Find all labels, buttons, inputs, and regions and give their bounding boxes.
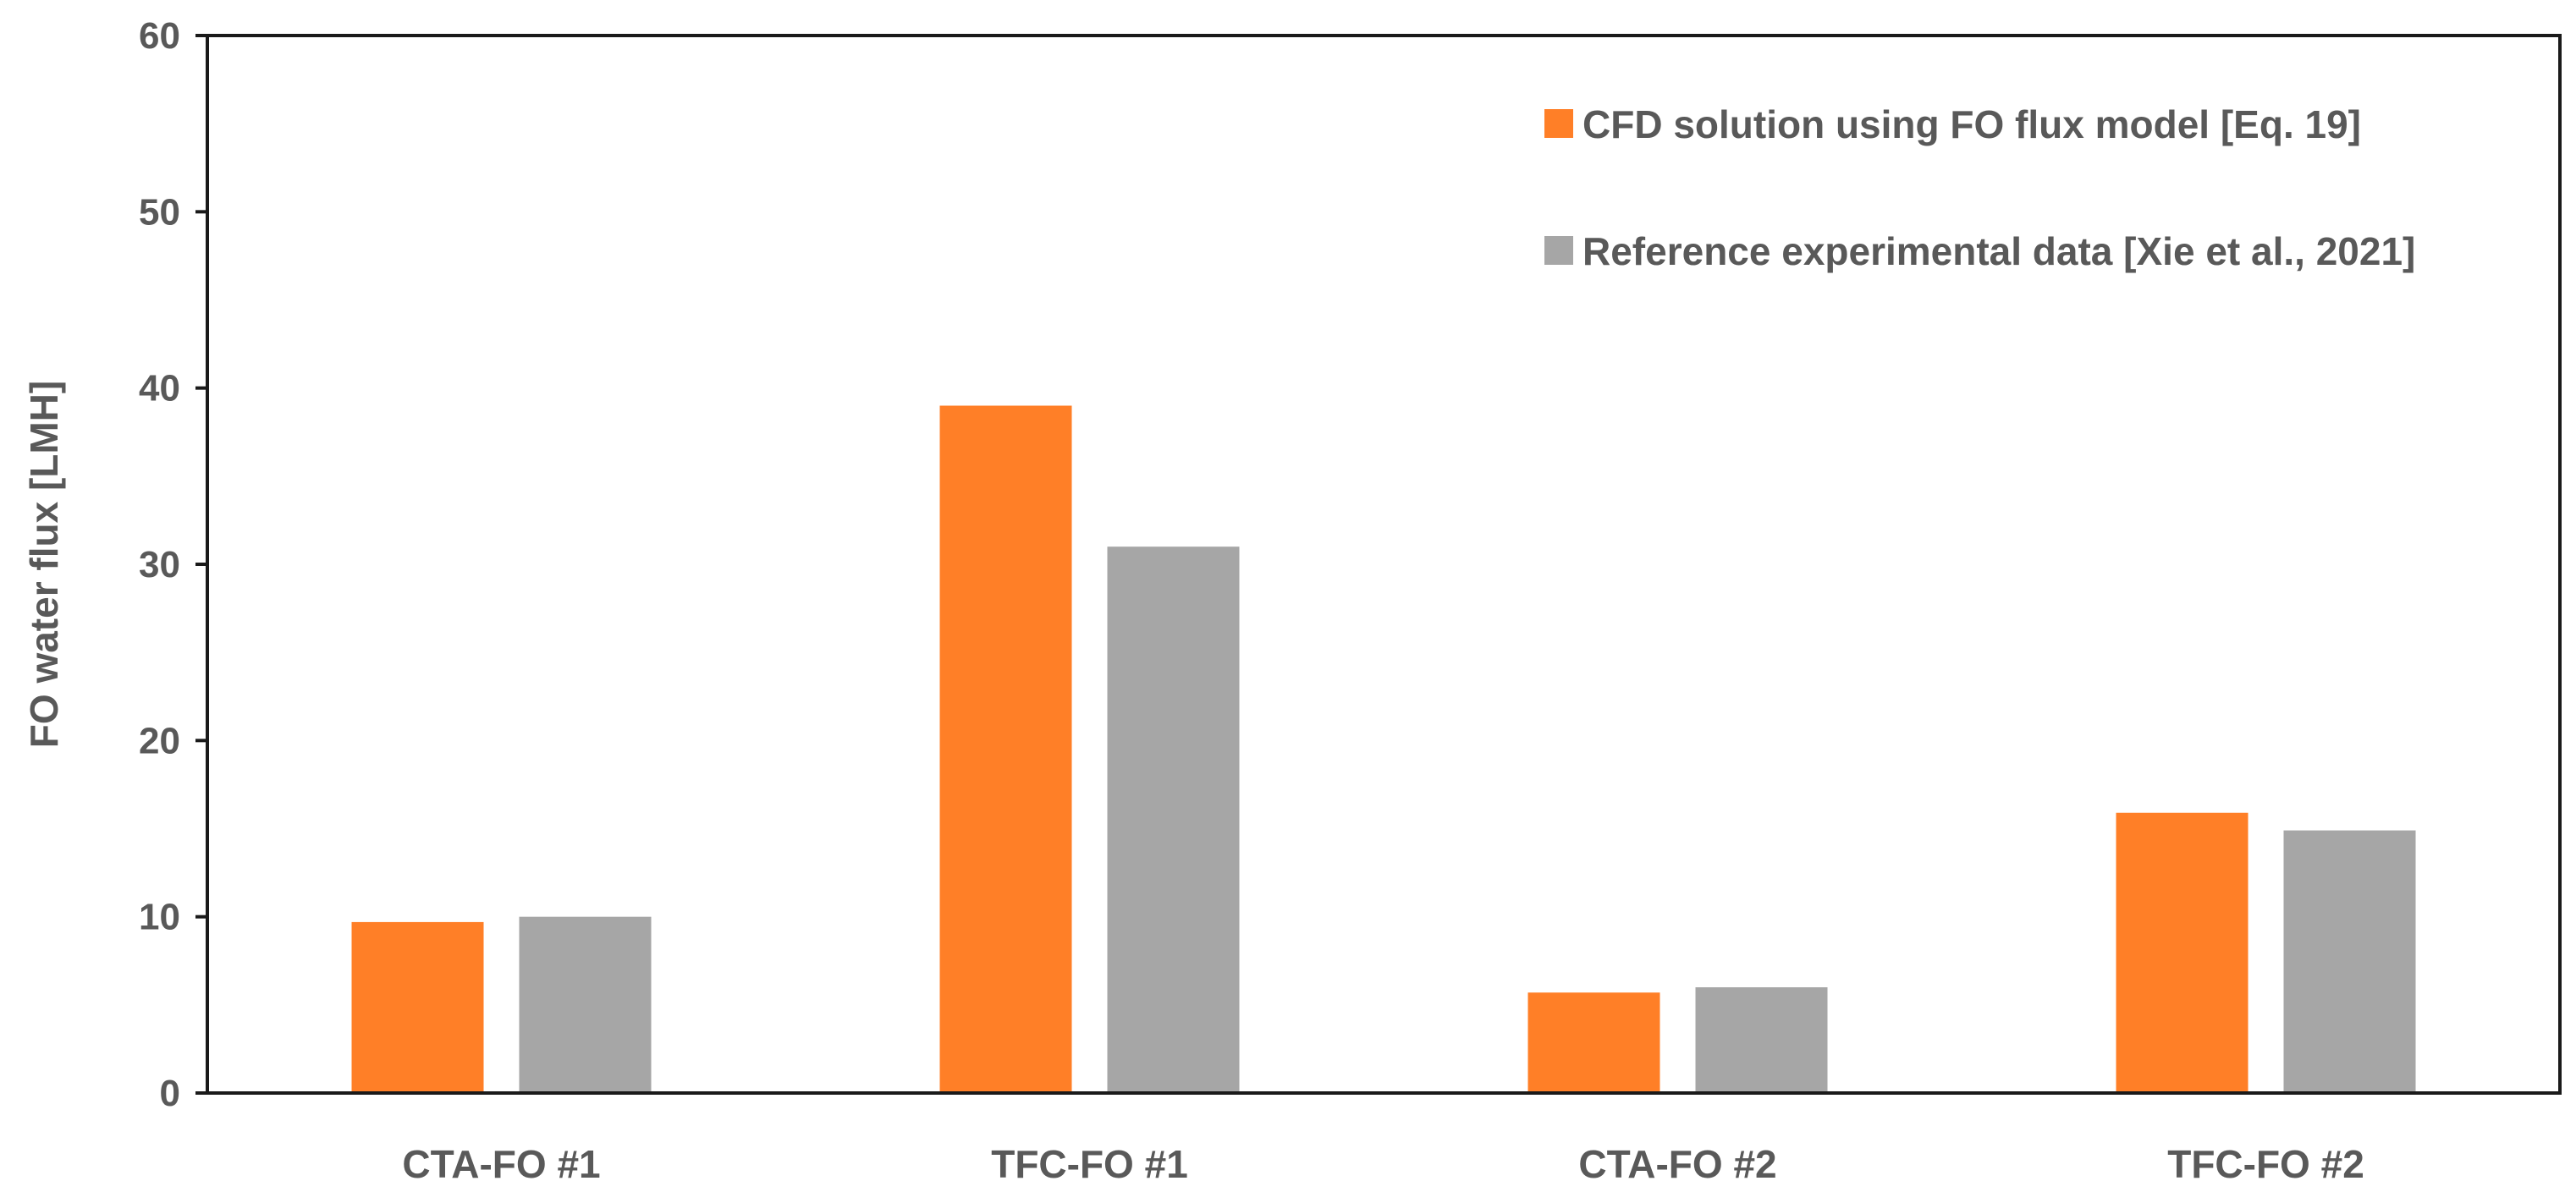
x-category-label: CTA-FO #2 (1578, 1142, 1776, 1186)
y-axis-ticks: 0 10 20 30 40 50 60 (139, 15, 207, 1114)
legend-label-reference: Reference experimental data [Xie et al.,… (1582, 229, 2415, 273)
y-tick-label: 0 (160, 1073, 180, 1114)
x-axis-labels: CTA-FO #1 TFC-FO #1 CTA-FO #2 TFC-FO #2 (402, 1142, 2364, 1186)
x-category-label: TFC-FO #2 (2167, 1142, 2364, 1186)
y-tick-label: 40 (139, 368, 180, 409)
y-tick-label: 60 (139, 15, 180, 57)
bar-cfd-2 (939, 405, 1072, 1093)
legend: CFD solution using FO flux model [Eq. 19… (1544, 102, 2415, 273)
y-tick-label: 20 (139, 720, 180, 761)
bar-cfd-4 (2116, 812, 2248, 1093)
y-tick-label: 10 (139, 897, 180, 938)
y-tick-label: 50 (139, 191, 180, 233)
legend-swatch-cfd (1544, 109, 1573, 138)
bar-reference-3 (1695, 987, 1828, 1093)
x-category-label: TFC-FO #1 (991, 1142, 1188, 1186)
legend-swatch-reference (1544, 236, 1573, 265)
y-tick-label: 30 (139, 544, 180, 585)
bar-reference-4 (2283, 830, 2416, 1093)
bar-cfd-3 (1527, 992, 1660, 1093)
y-axis-title: FO water flux [LMH] (22, 381, 66, 748)
bars-group (351, 405, 2416, 1093)
x-category-label: CTA-FO #1 (402, 1142, 600, 1186)
bar-cfd-1 (351, 921, 484, 1093)
bar-reference-2 (1107, 547, 1240, 1093)
legend-label-cfd: CFD solution using FO flux model [Eq. 19… (1582, 102, 2361, 146)
bar-reference-1 (519, 916, 652, 1093)
